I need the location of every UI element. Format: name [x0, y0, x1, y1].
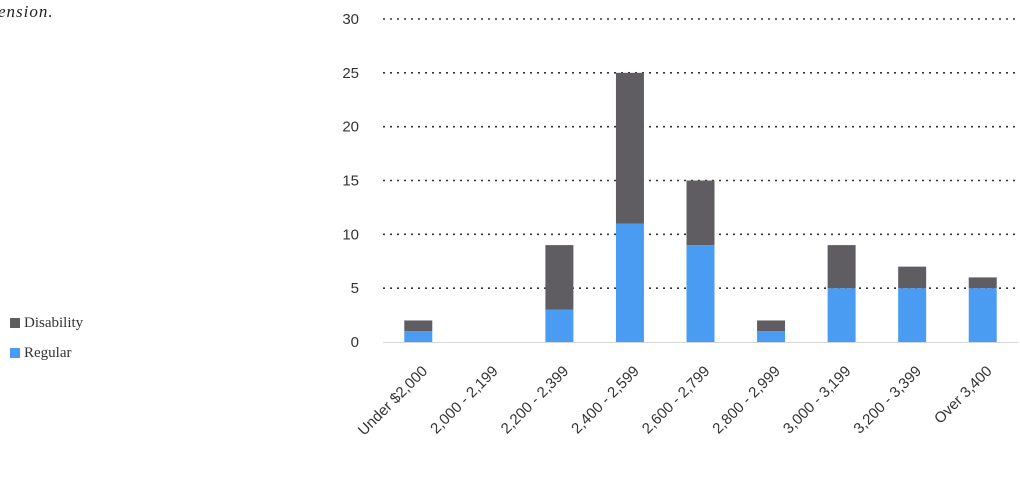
- bar-disability-4: [686, 180, 715, 246]
- x-tick-label-5: 2,800 - 2,999: [709, 363, 784, 438]
- y-tick-label-0: 0: [351, 334, 359, 351]
- legend-label-regular: Regular: [24, 344, 72, 361]
- bar-disability-8: [968, 277, 997, 289]
- y-tick-label-25: 25: [342, 65, 359, 82]
- bar-disability-6: [827, 245, 856, 289]
- y-tick-label-10: 10: [342, 226, 359, 243]
- bar-regular-0: [404, 331, 433, 342]
- bar-disability-5: [757, 320, 786, 332]
- y-tick-label-5: 5: [351, 280, 359, 297]
- y-tick-label-15: 15: [342, 173, 359, 190]
- legend-item-regular: Regular: [10, 343, 83, 363]
- bar-regular-8: [968, 288, 997, 342]
- legend-label-disability: Disability: [24, 314, 84, 331]
- x-tick-label-7: 3,200 - 3,399: [850, 363, 925, 438]
- x-tick-label-2: 2,200 - 2,399: [498, 363, 573, 438]
- x-tick-label-8: Over 3,400: [931, 363, 996, 428]
- bar-regular-2: [545, 309, 574, 342]
- x-tick-label-0: Under $2,000: [355, 363, 431, 439]
- bar-regular-3: [615, 223, 644, 342]
- x-tick-label-4: 2,600 - 2,799: [639, 363, 714, 438]
- bar-regular-7: [898, 288, 927, 342]
- x-tick-label-6: 3,000 - 3,199: [780, 363, 855, 438]
- bar-disability-7: [898, 266, 927, 289]
- y-tick-label-20: 20: [342, 119, 359, 136]
- x-tick-label-1: 2,000 - 2,199: [427, 363, 502, 438]
- bar-disability-3: [615, 72, 644, 224]
- bar-disability-0: [404, 320, 433, 332]
- bar-regular-6: [827, 288, 856, 342]
- bar-regular-5: [757, 331, 786, 342]
- bar-regular-4: [686, 245, 715, 342]
- y-tick-label-30: 30: [342, 11, 359, 28]
- legend-swatch-disability: [10, 318, 20, 328]
- x-tick-label-3: 2,400 - 2,599: [568, 363, 643, 438]
- legend: Disability Regular: [10, 313, 83, 373]
- legend-item-disability: Disability: [10, 313, 83, 333]
- legend-swatch-regular: [10, 348, 20, 358]
- caption-fragment: ension.: [0, 2, 54, 21]
- bar-disability-2: [545, 245, 574, 310]
